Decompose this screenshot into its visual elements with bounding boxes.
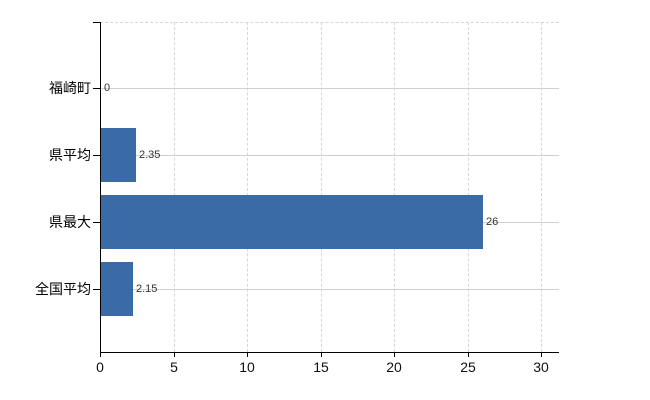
value-label: 26 — [486, 216, 499, 228]
x-tick-mark — [100, 352, 101, 357]
value-label: 0 — [104, 82, 111, 94]
x-tick-mark — [394, 352, 395, 357]
x-tick-mark — [247, 352, 248, 357]
row-gridline — [100, 88, 559, 89]
value-label: 2.15 — [136, 283, 158, 295]
row-gridline — [100, 155, 559, 156]
category-label: 全国平均 — [35, 281, 91, 297]
y-axis-line — [100, 22, 101, 352]
bar — [101, 262, 133, 316]
x-tick-mark — [468, 352, 469, 357]
plot-top-border — [100, 22, 559, 23]
x-gridline — [541, 22, 542, 352]
x-tick-label: 5 — [170, 359, 178, 375]
x-tick-label: 20 — [386, 359, 402, 375]
category-label: 福崎町 — [49, 80, 91, 96]
x-tick-label: 15 — [313, 359, 329, 375]
category-label: 県最大 — [49, 214, 91, 230]
x-tick-mark — [174, 352, 175, 357]
x-tick-label: 0 — [96, 359, 104, 375]
x-gridline — [247, 22, 248, 352]
x-axis-line — [100, 352, 559, 353]
bar — [101, 128, 136, 182]
x-tick-mark — [541, 352, 542, 357]
x-tick-label: 30 — [533, 359, 549, 375]
x-gridline — [321, 22, 322, 352]
x-gridline — [174, 22, 175, 352]
y-tick-mark — [93, 289, 100, 290]
x-tick-label: 25 — [460, 359, 476, 375]
row-gridline — [100, 289, 559, 290]
value-label: 2.35 — [139, 149, 161, 161]
y-tick-mark — [93, 88, 100, 89]
x-tick-mark — [321, 352, 322, 357]
x-gridline — [468, 22, 469, 352]
x-gridline — [394, 22, 395, 352]
y-axis-end-tick — [93, 22, 100, 23]
y-tick-mark — [93, 155, 100, 156]
x-tick-label: 10 — [239, 359, 255, 375]
bar — [101, 195, 483, 249]
y-tick-mark — [93, 222, 100, 223]
category-label: 県平均 — [49, 147, 91, 163]
